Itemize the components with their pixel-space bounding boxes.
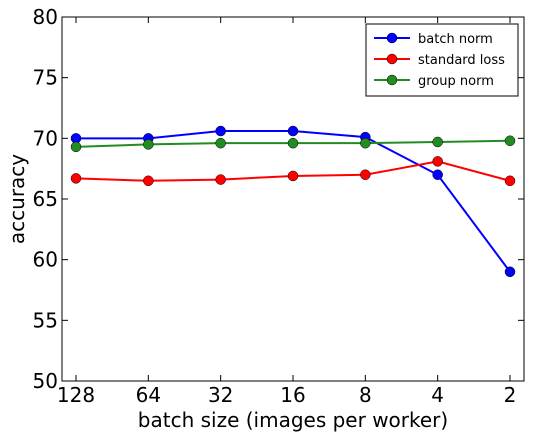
- legend-marker-standard-loss: [386, 53, 398, 65]
- legend-label-standard-loss: standard loss: [418, 53, 505, 68]
- legend-marker-group-norm: [386, 74, 398, 86]
- y-tick-label: 50: [33, 369, 58, 393]
- legend-marker-batch-norm: [386, 32, 398, 44]
- data-point-group-norm: [287, 137, 299, 149]
- legend-label-group-norm: group norm: [418, 74, 494, 89]
- data-point-group-norm: [215, 137, 226, 149]
- data-point-batch-norm: [504, 266, 516, 278]
- y-tick-label: 55: [33, 308, 58, 332]
- data-point-standard-loss: [143, 175, 154, 187]
- legend: batch norm standard loss group norm: [365, 23, 519, 97]
- y-tick-label: 75: [33, 66, 58, 90]
- data-point-group-norm: [143, 139, 154, 150]
- x-axis-label: batch size (images per worker): [138, 408, 448, 432]
- data-point-group-norm: [504, 135, 516, 147]
- y-tick-label: 70: [33, 126, 58, 150]
- data-point-group-norm: [432, 136, 443, 148]
- data-point-batch-norm: [215, 125, 226, 137]
- data-point-standard-loss: [70, 173, 82, 184]
- x-tick-label: 64: [136, 383, 161, 407]
- y-axis-label: accuracy: [5, 154, 29, 244]
- x-tick-label: 4: [431, 383, 444, 407]
- data-point-batch-norm: [287, 125, 299, 137]
- x-tick-label: 2: [504, 383, 517, 407]
- y-tick-label: 60: [33, 248, 58, 272]
- x-tick-label: 128: [57, 383, 95, 407]
- data-point-standard-loss: [432, 156, 443, 167]
- data-point-standard-loss: [215, 174, 226, 185]
- y-tick-label: 80: [33, 5, 58, 29]
- data-point-group-norm: [70, 141, 82, 153]
- y-tick-label: 65: [33, 187, 58, 211]
- data-point-group-norm: [360, 137, 371, 149]
- x-tick-label: 8: [359, 383, 372, 407]
- ticks-layer: 50 55 60 65 70 75 80 128 64 32 16 8 4 2: [33, 5, 524, 407]
- data-point-standard-loss: [360, 169, 371, 180]
- series-line-batch-norm: [76, 130, 511, 273]
- x-tick-label: 32: [208, 383, 233, 407]
- data-point-standard-loss: [287, 170, 299, 182]
- data-point-batch-norm: [432, 169, 443, 180]
- data-point-standard-loss: [504, 175, 516, 187]
- x-tick-label: 16: [280, 383, 305, 407]
- legend-label-batch-norm: batch norm: [418, 32, 493, 47]
- series-layer: [70, 125, 516, 278]
